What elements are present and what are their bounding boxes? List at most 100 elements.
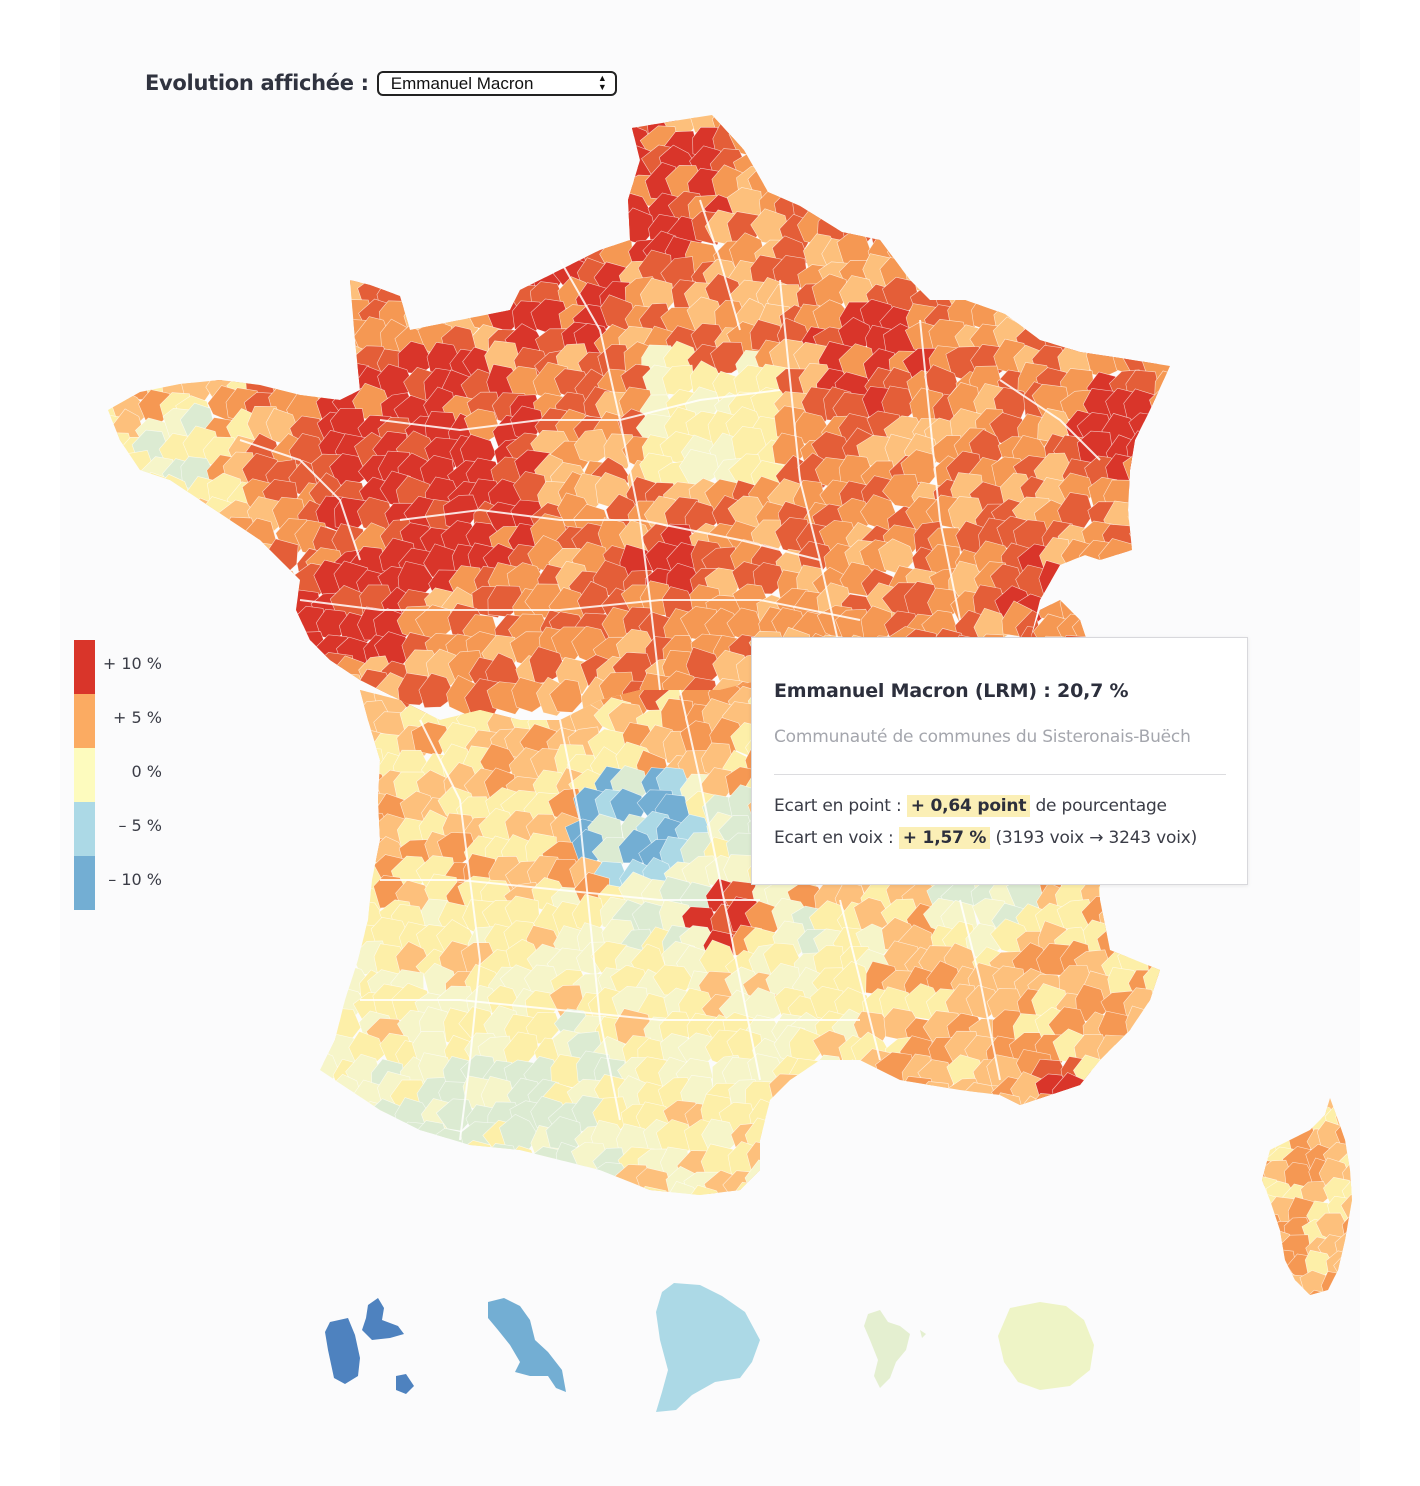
map-region-cell[interactable] [96,190,134,224]
map-region-cell[interactable] [537,126,575,158]
map-region-cell[interactable] [273,174,308,212]
map-region-cell[interactable] [247,319,288,357]
reunion-shape[interactable] [998,1302,1094,1390]
map-region-cell[interactable] [326,1143,369,1176]
map-region-cell[interactable] [155,588,196,627]
map-region-cell[interactable] [528,171,567,206]
map-region-cell[interactable] [788,1101,828,1137]
map-region-cell[interactable] [115,563,155,600]
map-region-cell[interactable] [253,188,288,224]
map-region-cell[interactable] [853,1170,893,1201]
map-region-cell[interactable] [987,1137,1022,1172]
map-region-cell[interactable] [1264,1110,1294,1140]
map-region-cell[interactable] [1088,123,1123,164]
map-region-cell[interactable] [141,98,177,136]
map-region-cell[interactable] [116,541,153,581]
map-region-cell[interactable] [451,149,490,181]
map-region-cell[interactable] [306,1076,340,1115]
map-region-cell[interactable] [905,213,944,250]
map-region-cell[interactable] [836,1167,874,1199]
map-region-cell[interactable] [1128,412,1168,450]
map-region-cell[interactable] [511,215,551,251]
map-region-cell[interactable] [573,186,610,226]
map-region-cell[interactable] [297,258,334,296]
map-region-cell[interactable] [303,1159,343,1194]
map-region-cell[interactable] [314,171,352,209]
map-region-cell[interactable] [751,121,792,157]
map-region-cell[interactable] [514,121,555,162]
map-region-cell[interactable] [355,151,392,189]
map-region-cell[interactable] [1085,191,1124,232]
map-region-cell[interactable] [765,1165,803,1203]
map-region-cell[interactable] [178,149,214,187]
map-region-cell[interactable] [1035,260,1073,300]
map-region-cell[interactable] [135,527,168,563]
map-region-cell[interactable] [284,236,322,274]
map-region-cell[interactable] [369,1165,405,1200]
map-region-cell[interactable] [943,1184,979,1219]
map-region-cell[interactable] [158,214,194,251]
map-region-cell[interactable] [444,256,479,292]
map-region-cell[interactable] [919,1081,952,1114]
map-region-cell[interactable] [927,123,966,162]
map-region-cell[interactable] [1079,143,1120,180]
map-region-cell[interactable] [1149,1123,1185,1157]
map-region-cell[interactable] [98,566,135,605]
map-region-cell[interactable] [335,809,370,851]
map-region-cell[interactable] [319,277,355,311]
map-region-cell[interactable] [201,524,241,560]
map-region-cell[interactable] [1030,1165,1070,1200]
map-region-cell[interactable] [221,615,259,649]
map-region-cell[interactable] [502,1164,539,1198]
map-region-cell[interactable] [819,147,860,185]
map-region-cell[interactable] [136,612,175,651]
map-region-cell[interactable] [877,1081,916,1119]
map-region-cell[interactable] [852,1102,890,1138]
map-region-cell[interactable] [1345,1269,1375,1299]
map-region-cell[interactable] [1075,235,1116,269]
map-region-cell[interactable] [131,149,171,186]
map-region-cell[interactable] [340,132,379,169]
map-region-cell[interactable] [1097,233,1136,273]
map-region-cell[interactable] [183,558,221,598]
map-region-cell[interactable] [135,302,174,338]
map-region-cell[interactable] [370,1123,411,1160]
map-region-cell[interactable] [1030,1093,1066,1130]
map-region-cell[interactable] [1034,1188,1076,1224]
map-region-cell[interactable] [578,145,616,178]
guadeloupe-shape[interactable] [325,1298,414,1394]
map-region-cell[interactable] [418,672,456,709]
map-region-cell[interactable] [180,675,217,710]
map-region-cell[interactable] [316,104,353,138]
map-region-cell[interactable] [924,257,964,295]
map-region-cell[interactable] [907,192,944,226]
map-region-cell[interactable] [94,524,128,562]
map-region-cell[interactable] [703,1193,742,1227]
map-region-cell[interactable] [421,1167,459,1208]
map-region-cell[interactable] [405,100,442,139]
map-region-cell[interactable] [313,922,346,960]
map-region-cell[interactable] [489,1167,524,1206]
map-region-cell[interactable] [402,189,441,228]
map-region-cell[interactable] [992,1182,1026,1222]
map-region-cell[interactable] [312,680,349,715]
map-region-cell[interactable] [509,235,544,273]
map-region-cell[interactable] [1123,101,1159,134]
map-region-cell[interactable] [879,1124,920,1162]
map-region-cell[interactable] [992,1168,1030,1204]
map-region-cell[interactable] [1116,1032,1155,1070]
map-region-cell[interactable] [1061,1190,1099,1225]
map-region-cell[interactable] [334,1101,369,1135]
map-region-cell[interactable] [509,167,544,202]
map-region-cell[interactable] [308,300,346,340]
map-region-cell[interactable] [162,673,199,708]
map-region-cell[interactable] [273,666,309,706]
map-region-cell[interactable] [748,1191,784,1224]
map-region-cell[interactable] [549,678,584,713]
map-region-cell[interactable] [248,238,284,273]
map-region-cell[interactable] [941,1119,977,1155]
map-region-cell[interactable] [1246,1290,1276,1315]
map-region-cell[interactable] [932,236,967,274]
map-region-cell[interactable] [1146,546,1179,584]
map-region-cell[interactable] [133,232,169,269]
